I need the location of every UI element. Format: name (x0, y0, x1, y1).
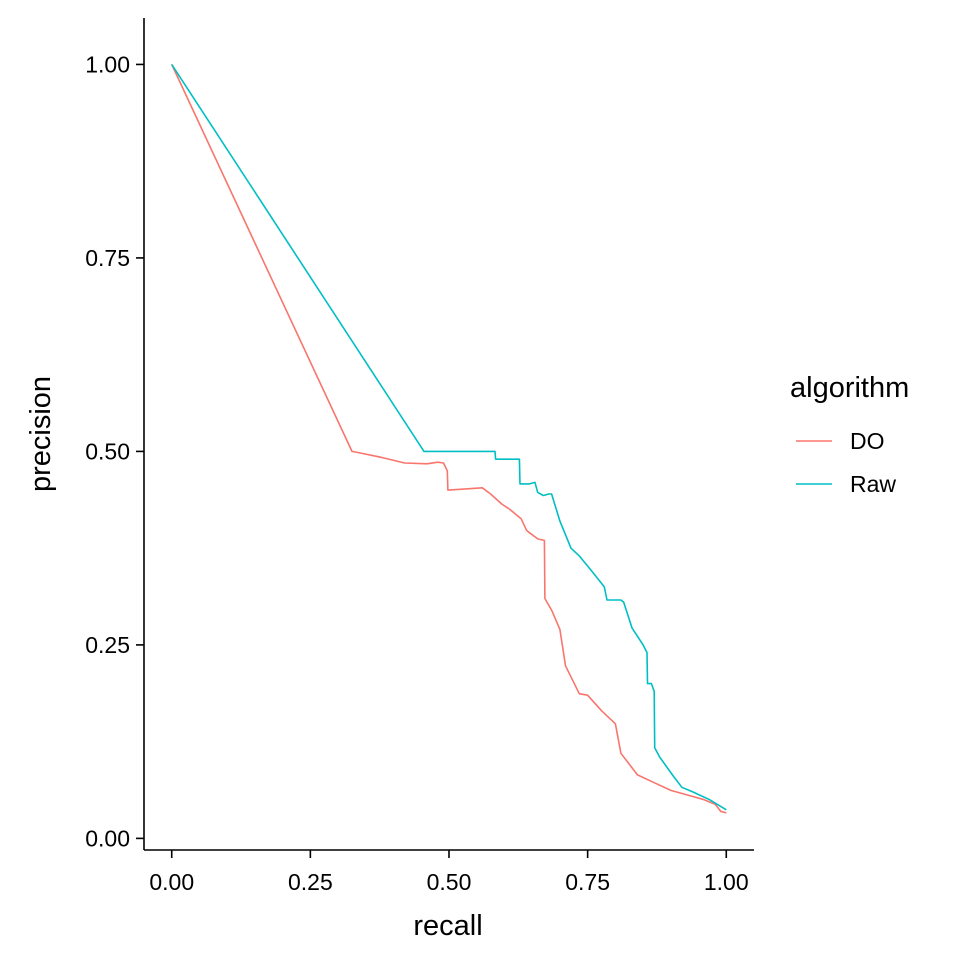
legend-title: algorithm (790, 372, 909, 404)
legend: algorithm DO Raw (790, 372, 909, 497)
x-tick-label: 0.50 (427, 869, 472, 895)
series-layer (170, 63, 727, 814)
y-tick-label: 0.25 (85, 632, 130, 658)
series-line-do (170, 64, 727, 814)
legend-items: DO Raw (796, 428, 896, 497)
x-tick-label: 0.25 (288, 869, 333, 895)
series-line-raw (171, 63, 727, 811)
x-tick-label: 0.00 (149, 869, 194, 895)
legend-label-do: DO (850, 428, 885, 454)
y-tick-label: 0.00 (85, 825, 130, 851)
legend-label-raw: Raw (850, 471, 896, 497)
x-tick-label: 1.00 (704, 869, 749, 895)
y-tick-label: 0.50 (85, 438, 130, 464)
y-tick-label: 0.75 (85, 245, 130, 271)
axes-layer: 0.00 0.25 0.50 0.75 1.00 0.00 0.25 0.50 0.75 1.00 (85, 18, 754, 895)
y-axis-title: precision (25, 376, 57, 492)
y-tick-label: 1.00 (85, 51, 130, 77)
x-tick-label: 0.75 (565, 869, 610, 895)
x-axis-title: recall (413, 910, 482, 942)
